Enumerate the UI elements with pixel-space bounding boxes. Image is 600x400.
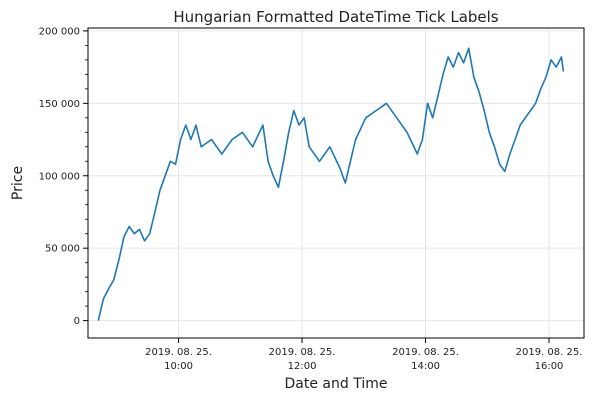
x-tick-label-date: 2019. 08. 25. — [145, 347, 212, 358]
x-axis-label: Date and Time — [285, 376, 388, 392]
plot-area-frame — [87, 27, 585, 339]
price-series-line — [97, 47, 565, 321]
y-tick-label: 150 000 — [39, 99, 80, 110]
chart-title: Hungarian Formatted DateTime Tick Labels — [173, 8, 498, 26]
x-tick-label-time: 16:00 — [535, 361, 564, 372]
y-axis-label: Price — [10, 166, 26, 200]
x-tick-label-time: 12:00 — [288, 361, 317, 372]
y-axis: 0 50 000 100 000 150 000 200 000 — [39, 26, 88, 327]
x-tick-label-date: 2019. 08. 25. — [269, 347, 336, 358]
x-tick-label-date: 2019. 08. 25. — [516, 347, 583, 358]
x-tick-label-time: 14:00 — [411, 361, 440, 372]
x-tick-label-date: 2019. 08. 25. — [392, 347, 459, 358]
x-axis: 2019. 08. 25. 10:00 2019. 08. 25. 12:00 2019… — [145, 338, 582, 372]
x-tick-label-time: 10:00 — [164, 361, 193, 372]
y-tick-label: 100 000 — [39, 171, 80, 182]
y-tick-label: 0 — [74, 316, 80, 327]
y-tick-label: 200 000 — [39, 26, 80, 37]
series-layer — [97, 47, 565, 321]
y-tick-label: 50 000 — [45, 244, 80, 255]
grid — [88, 28, 584, 338]
